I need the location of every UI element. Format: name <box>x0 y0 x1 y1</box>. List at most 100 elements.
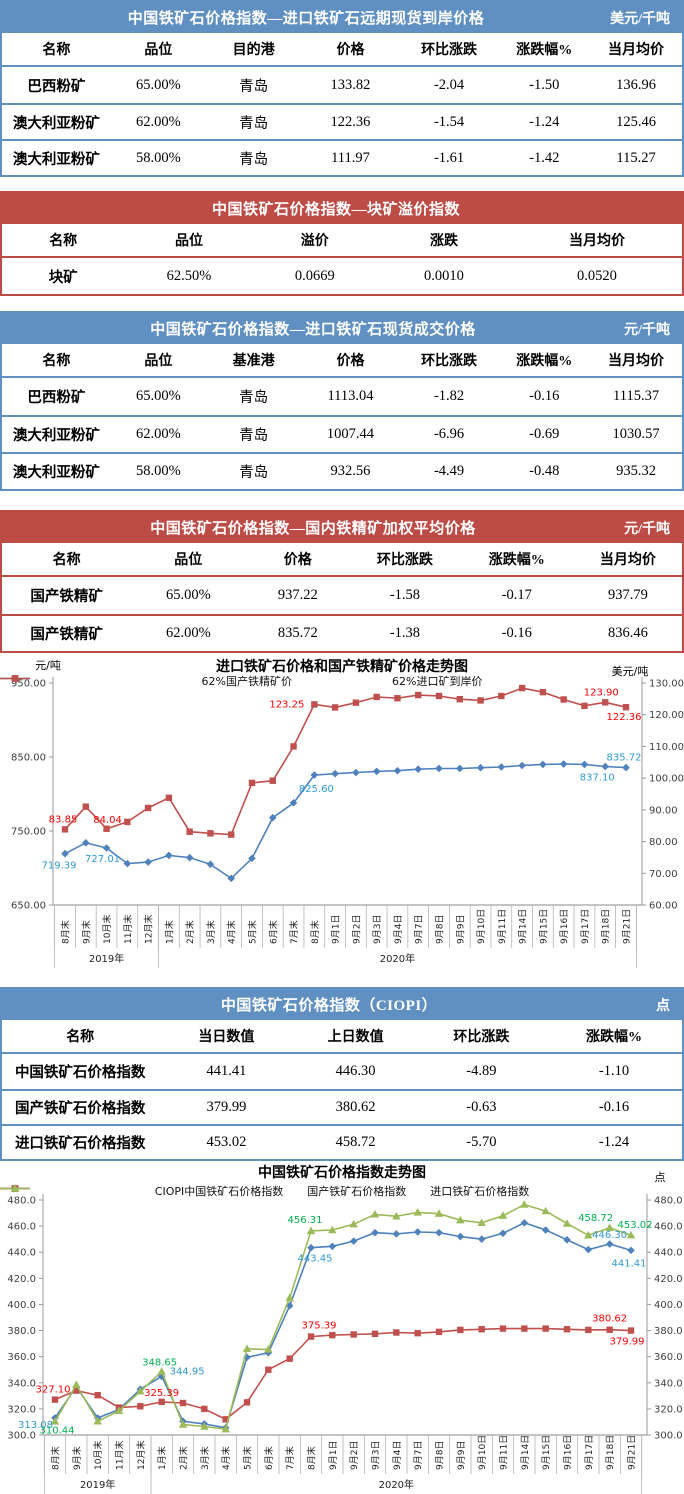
table-cell: -0.16 <box>529 388 560 404</box>
svg-text:480.0: 480.0 <box>654 1196 683 1207</box>
column-header: 当月均价 <box>608 354 665 369</box>
data-point-label: 313.08 <box>18 1420 53 1431</box>
table-header: 名称 品位 价格 环比涨跌 涨跌幅% 当月均价 <box>2 543 682 577</box>
year-group-label: 2019年 <box>89 952 124 965</box>
x-tick-label: 8月末 <box>306 1446 318 1470</box>
svg-text:90.00: 90.00 <box>649 805 678 816</box>
table-domestic-concentrate: 中国铁矿石价格指数—国内铁精矿加权平均价格 元/千吨 名称 品位 价格 环比涨跌 涨跌幅… <box>0 510 684 653</box>
table-title-bar: 中国铁矿石价格指数（CIOPI） 点 <box>2 989 682 1020</box>
column-header: 品位 <box>144 43 173 58</box>
x-tick-label: 9月2日 <box>349 1441 360 1470</box>
table-cell: -5.70 <box>466 1134 497 1150</box>
table-row: 国产铁矿石价格指数 379.99 380.62 -0.63 -0.16 <box>2 1089 682 1124</box>
x-tick-label: 8月末 <box>60 920 72 944</box>
table-title: 中国铁矿石价格指数—进口铁矿石现货成交价格 <box>150 322 476 338</box>
table-cell: 58.00% <box>136 463 181 479</box>
column-header: 涨跌幅% <box>585 1030 642 1045</box>
x-tick-label: 9月14日 <box>518 909 529 944</box>
year-group-label: 2020年 <box>379 1478 414 1491</box>
svg-text:440.0: 440.0 <box>7 1248 36 1259</box>
column-header: 品位 <box>174 553 203 568</box>
data-point-label: 379.99 <box>610 1337 645 1348</box>
x-tick-label: 9月17日 <box>580 909 591 944</box>
data-point-label: 348.65 <box>142 1357 177 1368</box>
x-tick-label: 8月末 <box>50 1446 62 1470</box>
column-header: 名称 <box>42 43 71 58</box>
data-point-label: 375.39 <box>302 1321 337 1332</box>
column-header: 涨跌幅% <box>488 553 545 568</box>
table-title-bar: 中国铁矿石价格指数—国内铁精矿加权平均价格 元/千吨 <box>2 512 682 543</box>
svg-text:460.0: 460.0 <box>654 1222 683 1233</box>
table-cell: 1113.04 <box>327 388 374 404</box>
table-cell: 62.00% <box>165 625 211 641</box>
table-row: 块矿 62.50% 0.0669 0.0010 0.0520 <box>2 258 682 294</box>
table-cell: 835.72 <box>277 625 318 641</box>
table-cell: 巴西粉矿 <box>27 390 86 406</box>
data-point-label: 456.31 <box>288 1215 323 1226</box>
data-point-label: 443.45 <box>298 1254 333 1265</box>
svg-text:70.00: 70.00 <box>649 869 678 880</box>
table-cell: 937.22 <box>277 587 318 603</box>
table-cell: 62.00% <box>136 426 181 442</box>
table-cell: 65.00% <box>136 388 181 404</box>
data-point-label: 825.60 <box>299 784 334 795</box>
data-point-label: 453.02 <box>618 1220 653 1231</box>
x-tick-label: 9月7日 <box>414 915 425 944</box>
left-axis-unit: 元/吨 <box>35 659 61 672</box>
column-header: 涨跌幅% <box>516 354 573 369</box>
table-cell: 澳大利亚粉矿 <box>12 151 100 168</box>
svg-text:110.00: 110.00 <box>649 742 684 753</box>
table-cell: 115.27 <box>616 149 656 166</box>
column-header: 涨跌幅% <box>516 43 573 58</box>
svg-text:340.0: 340.0 <box>654 1378 683 1389</box>
chart-import-vs-domestic-price-trend: 进口铁矿石价格和国产铁精矿价格走势图 元/吨 美元/吨 950.00 850.00 750… <box>0 653 684 983</box>
table-title: 中国铁矿石价格指数（CIOPI） <box>220 998 438 1014</box>
table-cell: -6.96 <box>433 426 465 442</box>
column-header: 品位 <box>144 354 173 369</box>
x-tick-label: 7月末 <box>284 1446 296 1470</box>
table-cell: 62.50% <box>166 267 212 284</box>
table-cell: -1.24 <box>598 1134 630 1150</box>
x-tick-label: 6月末 <box>263 1446 275 1470</box>
table-unit: 点 <box>656 998 670 1014</box>
table-cell: 458.72 <box>335 1134 376 1150</box>
x-tick-label: 4月末 <box>226 920 238 944</box>
table-cell: -1.82 <box>433 388 465 404</box>
table-row: 巴西粉矿 65.00% 青岛 133.82 -2.04 -1.50 136.96 <box>2 67 682 103</box>
table-cell: -0.69 <box>529 426 560 442</box>
column-header: 名称 <box>52 553 81 568</box>
chart-title: 进口铁矿石价格和国产铁精矿价格走势图 <box>216 658 468 675</box>
x-tick-label: 8月末 <box>309 920 321 944</box>
chart-canvas: 中国铁矿石价格指数走势图 点 480.0 460.0 440.0 420.0 400.0 38… <box>7 1164 683 1494</box>
table-cell: 453.02 <box>206 1134 247 1150</box>
x-tick-label: 11月末 <box>122 915 134 944</box>
svg-text:750.00: 750.00 <box>11 827 46 838</box>
table-title-bar: 中国铁矿石价格指数—进口铁矿石现货成交价格 元/千吨 <box>2 313 682 344</box>
data-point-label: 327.10 <box>36 1385 71 1396</box>
table-body: 巴西粉矿 65.00% 青岛 133.82 -2.04 -1.50 136.96 澳大利亚粉矿… <box>2 67 682 175</box>
data-point-label: 344.95 <box>170 1366 205 1377</box>
table-cell: 国产铁精矿 <box>30 627 103 643</box>
column-header: 溢价 <box>300 234 329 249</box>
column-header: 环比涨跌 <box>376 553 433 568</box>
x-tick-label: 9月4日 <box>393 915 404 944</box>
chart-legend: 62%国产铁精矿价 62%进口矿到岸价 <box>0 673 684 689</box>
table-cell: 国产铁精矿 <box>30 589 103 605</box>
column-header: 环比涨跌 <box>421 43 478 58</box>
data-point-label: 123.25 <box>269 699 304 710</box>
x-tick-label: 9月17日 <box>584 1435 595 1470</box>
series-line <box>64 687 627 836</box>
table-cell: 青岛 <box>239 465 269 481</box>
table-cell: -2.04 <box>433 76 465 93</box>
series-line <box>54 1221 632 1429</box>
table-cell: 136.96 <box>616 76 656 93</box>
legend-item: 进口铁矿石价格指数 <box>0 1183 529 1199</box>
column-header: 涨跌 <box>429 234 458 249</box>
column-header: 基准港 <box>232 354 275 369</box>
svg-text:340.0: 340.0 <box>7 1378 36 1389</box>
x-tick-label: 9月2日 <box>351 915 362 944</box>
legend-item: 62%国产铁精矿价 <box>0 673 292 689</box>
year-group-label: 2019年 <box>80 1478 115 1491</box>
x-tick-label: 6月末 <box>267 920 279 944</box>
